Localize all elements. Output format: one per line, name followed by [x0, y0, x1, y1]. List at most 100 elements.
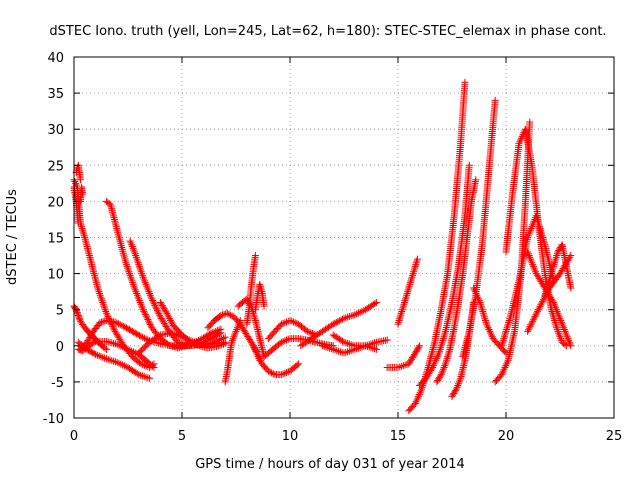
data-point — [538, 299, 546, 307]
data-point — [415, 391, 423, 399]
data-point — [483, 320, 491, 328]
data-point — [129, 348, 137, 356]
data-point — [99, 298, 107, 306]
data-point — [227, 311, 235, 319]
data-point — [252, 346, 260, 354]
data-point — [540, 237, 548, 245]
data-point — [293, 361, 301, 369]
data-point — [71, 178, 79, 186]
data-point — [173, 331, 181, 339]
data-point — [114, 228, 122, 236]
y-tick-label: 35 — [47, 87, 64, 102]
data-point — [75, 314, 83, 322]
data-point — [138, 302, 146, 310]
data-point — [134, 259, 142, 267]
series-arc — [135, 329, 229, 357]
data-point — [124, 266, 132, 274]
data-point — [221, 340, 229, 348]
data-point — [472, 289, 480, 297]
x-tick-labels: 0 5 10 15 20 25 — [70, 429, 622, 444]
data-point — [144, 374, 152, 382]
data-point — [140, 307, 148, 315]
data-point — [403, 289, 411, 297]
data-point — [121, 255, 129, 263]
data-point — [531, 312, 539, 320]
data-point — [340, 349, 348, 357]
series-arc — [264, 317, 320, 343]
data-point — [499, 367, 507, 375]
y-tick-label: 10 — [47, 268, 64, 283]
data-point — [256, 280, 264, 288]
data-point — [433, 354, 441, 362]
data-point — [565, 336, 573, 344]
data-point — [367, 340, 375, 348]
data-point — [536, 224, 544, 232]
data-point — [109, 324, 117, 332]
data-point — [136, 332, 144, 340]
data-point — [401, 361, 409, 369]
data-point — [567, 284, 575, 292]
data-point — [141, 277, 149, 285]
series-arc — [251, 280, 268, 314]
data-point — [527, 224, 535, 232]
data-point — [79, 190, 87, 198]
data-point — [335, 347, 343, 355]
data-point — [143, 282, 151, 290]
data-point — [453, 383, 461, 391]
data-point — [533, 215, 541, 223]
data-point — [80, 230, 88, 238]
data-point — [406, 280, 414, 288]
data-point — [434, 376, 442, 384]
series-arc — [416, 161, 473, 390]
data-point — [256, 356, 264, 364]
data-point — [438, 369, 446, 377]
data-point — [551, 318, 559, 326]
data-point — [439, 367, 447, 375]
data-point — [371, 339, 379, 347]
data-point — [443, 354, 451, 362]
data-point — [528, 223, 536, 231]
data-point — [128, 277, 136, 285]
data-point — [96, 291, 104, 299]
data-point — [547, 271, 555, 279]
data-point — [150, 300, 158, 308]
data-point — [563, 333, 571, 341]
data-point — [553, 326, 561, 334]
data-point — [332, 318, 340, 326]
data-point — [398, 362, 406, 370]
data-point — [411, 262, 419, 270]
x-tick-label: 25 — [606, 429, 623, 444]
data-point — [337, 316, 345, 324]
data-point — [567, 342, 575, 350]
data-point — [322, 343, 330, 351]
data-point — [529, 316, 537, 324]
data-point — [476, 298, 484, 306]
data-point — [137, 360, 145, 368]
data-point — [110, 326, 118, 334]
data-point — [119, 247, 127, 255]
data-point — [236, 318, 244, 326]
data-point — [560, 326, 568, 334]
data-point — [234, 322, 242, 330]
data-point — [487, 329, 495, 337]
data-point — [340, 338, 348, 346]
data-point — [137, 266, 145, 274]
data-point — [128, 243, 136, 251]
data-point — [74, 311, 82, 319]
data-point — [235, 320, 243, 328]
series-arc — [329, 331, 391, 350]
data-point — [504, 322, 512, 330]
data-point — [147, 293, 155, 301]
data-point — [559, 322, 567, 330]
data-point — [538, 230, 546, 238]
data-point — [451, 388, 459, 396]
data-point — [451, 387, 459, 395]
data-point — [555, 313, 563, 321]
data-point — [395, 318, 403, 326]
data-point — [558, 320, 566, 328]
data-point — [498, 340, 506, 348]
data-point — [136, 298, 144, 306]
data-point — [338, 315, 346, 323]
data-point — [295, 360, 303, 368]
data-point — [329, 345, 337, 353]
